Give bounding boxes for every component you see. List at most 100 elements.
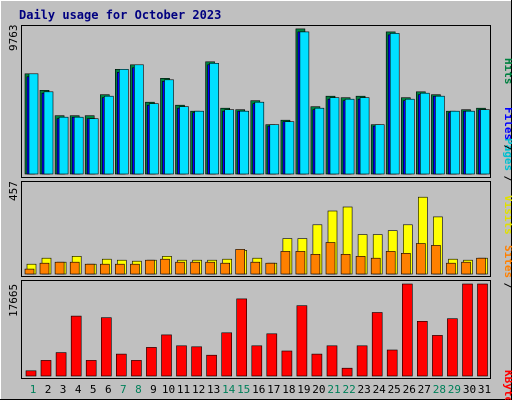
top-pages-bar xyxy=(209,62,219,175)
side-label-separator: / xyxy=(502,283,512,290)
middle-sites-bar xyxy=(205,261,215,275)
x-tick-label: 4 xyxy=(75,383,82,396)
middle-sites-bar xyxy=(476,257,486,275)
bottom-kbytes-bar xyxy=(236,298,247,377)
middle-sites-bar xyxy=(446,262,456,275)
middle-sites-bar xyxy=(130,263,140,275)
x-tick-label: 16 xyxy=(252,383,265,396)
bottom-kbytes-bar xyxy=(447,318,458,377)
top-pages-bar xyxy=(359,97,370,175)
top-pages-bar xyxy=(149,103,159,175)
x-tick-label: 23 xyxy=(357,383,370,396)
middle-sites-bar xyxy=(54,261,65,275)
bottom-kbytes-bar xyxy=(55,352,67,377)
top-pages-bar xyxy=(43,91,54,175)
x-tick-label: 13 xyxy=(207,383,220,396)
x-tick-label: 24 xyxy=(373,383,387,396)
x-tick-label: 11 xyxy=(177,383,190,396)
bottom-kbytes-bar xyxy=(356,345,368,377)
top-pages-bar xyxy=(239,110,249,175)
bottom-kbytes-bar xyxy=(40,360,52,377)
top-pages-bar xyxy=(194,110,204,175)
top-pages-bar xyxy=(480,109,490,175)
top-pages-bar xyxy=(119,69,129,175)
top-pages-bar xyxy=(254,101,265,175)
middle-sites-bar xyxy=(340,254,351,275)
middle-sites-bar xyxy=(39,262,50,275)
top-pages-bar xyxy=(88,118,99,175)
bottom-kbytes-bar xyxy=(401,283,413,377)
bottom-kbytes-bar xyxy=(266,333,278,377)
x-tick-label: 7 xyxy=(120,383,127,396)
middle-sites-bar xyxy=(355,255,366,275)
top-max-label: 9763 xyxy=(7,25,20,52)
side-label-sites: Sites xyxy=(502,245,512,278)
bottom-kbytes-bar xyxy=(462,283,473,377)
side-label-visits: Visits xyxy=(502,195,512,235)
top-pages-bar xyxy=(269,124,280,175)
top-pages-bar xyxy=(73,116,84,175)
bottom-kbytes-bar xyxy=(206,354,217,377)
chart-title: Daily usage for October 2023 xyxy=(19,8,221,22)
top-pages-bar xyxy=(179,106,189,175)
side-label-kbytes: KBytes xyxy=(502,370,512,400)
middle-sites-bar xyxy=(84,263,95,275)
x-tick-label: 25 xyxy=(388,383,401,396)
bottom-kbytes-bar xyxy=(85,360,97,377)
x-tick-label: 1 xyxy=(30,383,37,396)
middle-sites-bar xyxy=(400,253,411,275)
middle-sites-bar xyxy=(280,251,291,275)
x-tick-label: 21 xyxy=(327,383,340,396)
top-pages-bar xyxy=(164,79,174,175)
x-tick-label: 29 xyxy=(448,383,461,396)
x-tick-label: 18 xyxy=(282,383,295,396)
middle-sites-bar xyxy=(175,261,185,275)
side-label-hits: Hits xyxy=(502,58,512,85)
bottom-kbytes-bar xyxy=(341,367,353,377)
bottom-kbytes-bar xyxy=(25,370,37,377)
top-pages-bar xyxy=(419,92,430,175)
x-tick-label: 27 xyxy=(418,383,431,396)
bottom-kbytes-bar xyxy=(131,360,142,377)
top-pages-bar xyxy=(284,121,295,175)
top-pages-bar xyxy=(374,124,385,175)
bottom-kbytes-bar xyxy=(161,334,172,377)
middle-sites-bar xyxy=(385,251,396,275)
x-tick-label: 3 xyxy=(60,383,67,396)
middle-sites-bar xyxy=(145,259,155,275)
x-tick-label: 17 xyxy=(267,383,280,396)
middle-sites-bar xyxy=(250,261,261,275)
bottom-kbytes-bar xyxy=(311,353,323,377)
bottom-kbytes-bar xyxy=(281,350,293,377)
bottom-kbytes-bar xyxy=(176,345,187,377)
x-tick-label: 30 xyxy=(463,383,476,396)
x-tick-label: 2 xyxy=(45,383,52,396)
middle-sites-bar xyxy=(115,263,125,275)
bottom-kbytes-bar xyxy=(432,335,443,377)
middle-sites-bar xyxy=(24,268,35,275)
top-pages-bar xyxy=(329,97,340,175)
bottom-kbytes-bar xyxy=(101,317,112,377)
x-tick-label: 14 xyxy=(222,383,236,396)
top-pages-bar xyxy=(450,110,460,175)
x-tick-label: 28 xyxy=(433,383,446,396)
middle-sites-bar xyxy=(370,257,381,275)
middle-sites-bar xyxy=(325,242,336,275)
x-tick-label: 22 xyxy=(342,383,355,396)
bottom-kbytes-bar xyxy=(221,332,232,377)
top-pages-bar xyxy=(344,98,355,175)
x-tick-label: 31 xyxy=(478,383,491,396)
bottom-kbytes-bar xyxy=(416,320,428,377)
top-pages-bar xyxy=(465,110,475,175)
x-tick-label: 6 xyxy=(105,383,112,396)
x-axis-labels: 1 2 3 4 5 6 7 8 9 10 11 12 13 14 15 16 17 18 19 20 21 22 23 24 2… xyxy=(30,383,491,396)
side-label-separator: / xyxy=(502,145,512,152)
middle-sites-bar xyxy=(295,251,306,275)
top-pages-bar xyxy=(104,95,114,175)
top-pages-bar xyxy=(134,64,144,175)
x-tick-label: 15 xyxy=(237,383,250,396)
top-pages-bar xyxy=(299,31,310,175)
bottom-kbytes-bar xyxy=(191,346,202,377)
top-pages-bar xyxy=(404,98,415,175)
